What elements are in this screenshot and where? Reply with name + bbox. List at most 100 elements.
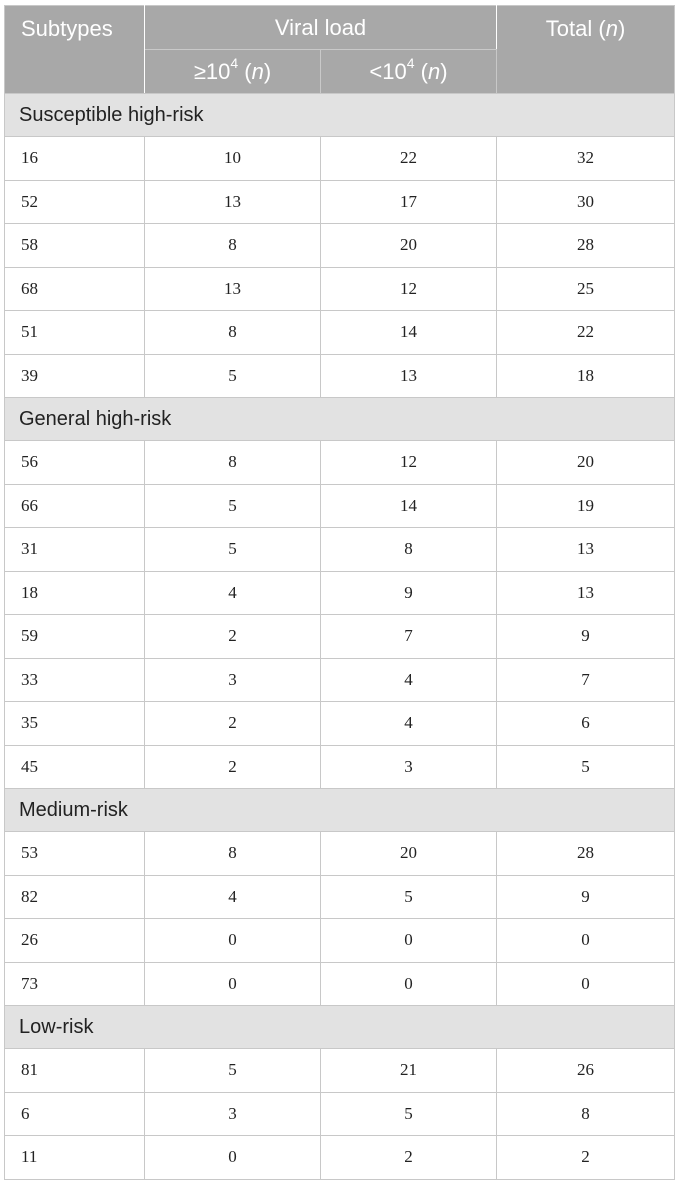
section-row: Medium-risk (3, 788, 676, 832)
table-row: 52 13 17 30 (4, 179, 676, 224)
section-row: Low-risk (3, 1005, 676, 1049)
table-row: 45 2 3 5 (4, 744, 676, 789)
table-header: Subtypes Viral load Total (n) ≥104 (n) <… (4, 5, 676, 94)
total-cell: 20 (496, 440, 676, 485)
ge-10e4-cell: 5 (144, 483, 321, 528)
total-cell: 0 (496, 918, 676, 963)
lt-10e4-cell: 3 (319, 744, 498, 789)
lt-10e4-cell: 8 (319, 527, 498, 572)
subtype-cell: 56 (4, 440, 145, 485)
ge-10e4-cell: 0 (144, 918, 321, 963)
subtype-cell: 59 (4, 614, 145, 659)
ge-10e4-cell: 0 (144, 1135, 321, 1180)
lt-10e4-cell: 5 (319, 1091, 498, 1136)
table-row: 82 4 5 9 (4, 874, 676, 919)
table-row: 81 5 21 26 (4, 1048, 676, 1093)
subtype-cell: 51 (4, 310, 145, 355)
ge-10e4-cell: 8 (144, 310, 321, 355)
ge-10e4-cell: 8 (144, 831, 321, 876)
table-row: 66 5 14 19 (4, 483, 676, 528)
total-cell: 9 (496, 874, 676, 919)
lt-10e4-cell: 20 (319, 223, 498, 268)
header-viral-load: Viral load (143, 5, 498, 50)
lt-10e4-cell: 0 (319, 961, 498, 1006)
header-lt-n: n (428, 58, 441, 84)
table-row: 68 13 12 25 (4, 266, 676, 311)
table-row: 58 8 20 28 (4, 223, 676, 268)
ge-10e4-cell: 5 (144, 353, 321, 398)
table-row: 73 0 0 0 (4, 961, 676, 1006)
total-cell: 9 (496, 614, 676, 659)
total-cell: 22 (496, 310, 676, 355)
lt-10e4-cell: 20 (319, 831, 498, 876)
subtype-cell: 81 (4, 1048, 145, 1093)
subtype-cell: 6 (4, 1091, 145, 1136)
section-title: Susceptible high-risk (3, 93, 676, 137)
subtype-cell: 33 (4, 657, 145, 702)
table-row: 53 8 20 28 (4, 831, 676, 876)
ge-10e4-cell: 2 (144, 614, 321, 659)
header-lt-10e4: <104 (n) (319, 49, 498, 94)
header-ge-exponent: 4 (230, 55, 239, 72)
section-row: General high-risk (3, 397, 676, 441)
table-row: 16 10 22 32 (4, 136, 676, 181)
header-total-label: Total (545, 16, 593, 41)
subtype-cell: 26 (4, 918, 145, 963)
viral-load-table: Subtypes Viral load Total (n) ≥104 (n) <… (3, 5, 676, 1180)
header-total: Total (n) (496, 5, 676, 94)
lt-10e4-cell: 5 (319, 874, 498, 919)
ge-10e4-cell: 13 (144, 179, 321, 224)
total-cell: 28 (496, 223, 676, 268)
table-row: 33 3 4 7 (4, 657, 676, 702)
subtype-cell: 52 (4, 179, 145, 224)
table-row: 56 8 12 20 (4, 440, 676, 485)
lt-10e4-cell: 17 (319, 179, 498, 224)
lt-10e4-cell: 0 (319, 918, 498, 963)
ge-10e4-cell: 8 (144, 440, 321, 485)
table-row: 31 5 8 13 (4, 527, 676, 572)
lt-10e4-cell: 22 (319, 136, 498, 181)
ge-10e4-cell: 3 (144, 1091, 321, 1136)
table-row: 59 2 7 9 (4, 614, 676, 659)
subtype-cell: 35 (4, 701, 145, 746)
total-cell: 26 (496, 1048, 676, 1093)
header-ge-prefix: ≥10 (193, 58, 231, 84)
lt-10e4-cell: 13 (319, 353, 498, 398)
header-subtypes: Subtypes (4, 5, 145, 94)
total-cell: 19 (496, 483, 676, 528)
subtype-cell: 53 (4, 831, 145, 876)
subtype-cell: 18 (4, 570, 145, 615)
subtype-cell: 11 (4, 1135, 145, 1180)
section-title: General high-risk (3, 397, 676, 441)
ge-10e4-cell: 2 (144, 744, 321, 789)
subtype-cell: 39 (4, 353, 145, 398)
total-cell: 28 (496, 831, 676, 876)
subtype-cell: 16 (4, 136, 145, 181)
ge-10e4-cell: 3 (144, 657, 321, 702)
header-lt-exponent: 4 (406, 55, 415, 72)
ge-10e4-cell: 4 (144, 570, 321, 615)
ge-10e4-cell: 5 (144, 1048, 321, 1093)
lt-10e4-cell: 7 (319, 614, 498, 659)
total-cell: 2 (496, 1135, 676, 1180)
lt-10e4-cell: 2 (319, 1135, 498, 1180)
total-cell: 25 (496, 266, 676, 311)
total-cell: 13 (496, 527, 676, 572)
section-row: Susceptible high-risk (3, 93, 676, 137)
table-row: 26 0 0 0 (4, 918, 676, 963)
subtype-cell: 73 (4, 961, 145, 1006)
table-row: 39 5 13 18 (4, 353, 676, 398)
ge-10e4-cell: 5 (144, 527, 321, 572)
table-row: 51 8 14 22 (4, 310, 676, 355)
subtype-cell: 68 (4, 266, 145, 311)
lt-10e4-cell: 4 (319, 657, 498, 702)
table-row: 11 0 2 2 (4, 1135, 676, 1180)
lt-10e4-cell: 12 (319, 440, 498, 485)
header-ge-n: n (251, 58, 264, 84)
total-cell: 8 (496, 1091, 676, 1136)
ge-10e4-cell: 10 (144, 136, 321, 181)
total-cell: 6 (496, 701, 676, 746)
total-cell: 13 (496, 570, 676, 615)
ge-10e4-cell: 4 (144, 874, 321, 919)
